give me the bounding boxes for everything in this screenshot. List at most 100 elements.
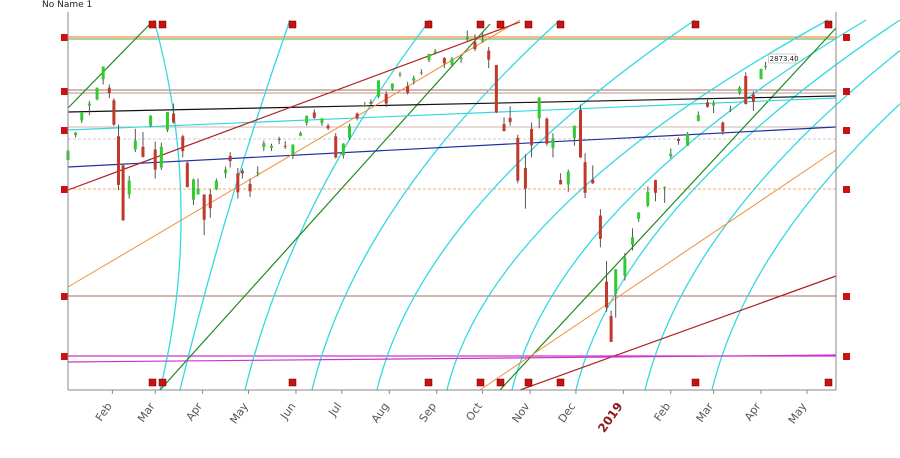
x-tick-label: Mar — [694, 400, 717, 425]
candle-body — [623, 257, 627, 276]
top-marker — [496, 20, 505, 29]
candle-body — [127, 180, 131, 195]
candle-body — [159, 146, 163, 168]
left-marker — [61, 34, 68, 41]
bottom-marker — [496, 378, 505, 387]
candle-body — [208, 194, 212, 209]
candle-body — [686, 133, 690, 146]
trend-line — [67, 354, 837, 363]
candle-body — [412, 78, 416, 81]
top-marker — [158, 20, 167, 29]
trendline-layer — [67, 19, 837, 391]
bottom-marker — [424, 378, 433, 387]
candle-body — [427, 53, 431, 61]
candle-body — [334, 136, 338, 158]
left-marker — [61, 186, 68, 193]
candle-body — [744, 76, 748, 105]
candle-body — [224, 169, 228, 174]
candle-body — [450, 58, 454, 65]
candle-body — [705, 102, 709, 107]
candle-body — [390, 83, 394, 89]
candle-body — [277, 138, 281, 140]
trend-line — [67, 23, 151, 109]
top-marker — [288, 20, 297, 29]
x-tick-label: Jul — [325, 400, 344, 419]
candle-body — [172, 113, 176, 123]
left-marker — [61, 293, 68, 300]
horizontal-lines-layer — [68, 36, 836, 357]
candle-body — [384, 94, 388, 104]
candle-body — [508, 117, 512, 123]
candle-body — [646, 191, 650, 206]
candle-body — [516, 137, 520, 181]
bottom-marker — [556, 378, 565, 387]
candle-body — [728, 109, 732, 111]
candle-body — [369, 101, 373, 104]
candle-body — [487, 50, 491, 60]
candle-body — [442, 58, 446, 64]
candle-body — [355, 113, 359, 119]
cyan-arc — [311, 19, 561, 391]
x-tick-label: Feb — [93, 400, 115, 423]
top-marker — [476, 20, 485, 29]
candle-body — [465, 36, 469, 39]
x-tick-label: Dec — [556, 400, 579, 425]
candle-body — [165, 111, 169, 130]
candle-body — [95, 87, 99, 100]
candle-body — [202, 194, 206, 220]
last-price-label: 2873.40 — [770, 55, 799, 63]
right-marker — [843, 353, 850, 360]
candle-body — [459, 58, 463, 60]
candle-body — [738, 87, 742, 93]
bottom-marker — [288, 378, 297, 387]
candle-body — [696, 115, 700, 121]
candle-body — [87, 103, 91, 106]
bottom-marker — [148, 378, 157, 387]
cyan-arc — [376, 19, 696, 391]
marker-layer — [61, 20, 850, 387]
x-tick-label: Feb — [651, 400, 673, 423]
candle-body — [363, 105, 367, 107]
x-tick-label: Jun — [277, 400, 298, 422]
candle-body — [605, 281, 609, 308]
candle-body — [80, 111, 84, 121]
x-tick-label: Apr — [184, 400, 206, 423]
candle-body — [116, 136, 120, 185]
candle-body — [377, 80, 381, 97]
candle-body — [583, 162, 587, 193]
candle-body — [669, 153, 673, 157]
top-marker — [824, 20, 833, 29]
trend-line — [499, 27, 837, 391]
candle-body — [721, 122, 725, 132]
candle-body — [572, 125, 576, 138]
cyan-arc — [711, 103, 900, 391]
right-marker — [843, 127, 850, 134]
candle-body — [196, 188, 200, 195]
right-marker — [843, 186, 850, 193]
candle-body — [591, 179, 595, 184]
candle-body — [269, 145, 273, 148]
left-marker — [61, 127, 68, 134]
trend-line — [67, 126, 837, 168]
x-tick-label: May — [227, 400, 251, 426]
candle-body — [133, 140, 137, 150]
candle-body — [320, 118, 324, 124]
candle-body — [764, 65, 768, 67]
trend-line — [67, 97, 837, 131]
candle-body — [712, 102, 716, 106]
candle-body — [256, 172, 260, 174]
trend-line — [519, 275, 837, 391]
x-tick-label: Oct — [463, 400, 485, 424]
bottom-marker — [691, 378, 700, 387]
trend-line — [67, 21, 521, 191]
candle-body — [228, 155, 232, 162]
cyan-arc-layer — [153, 19, 900, 391]
candle-body — [149, 115, 153, 126]
top-marker — [148, 20, 157, 29]
candle-body — [101, 66, 105, 80]
x-tick-label: Apr — [742, 400, 764, 423]
candle-body — [473, 41, 477, 50]
x-tick-label: 2019 — [595, 400, 626, 435]
candle-body — [141, 146, 145, 157]
